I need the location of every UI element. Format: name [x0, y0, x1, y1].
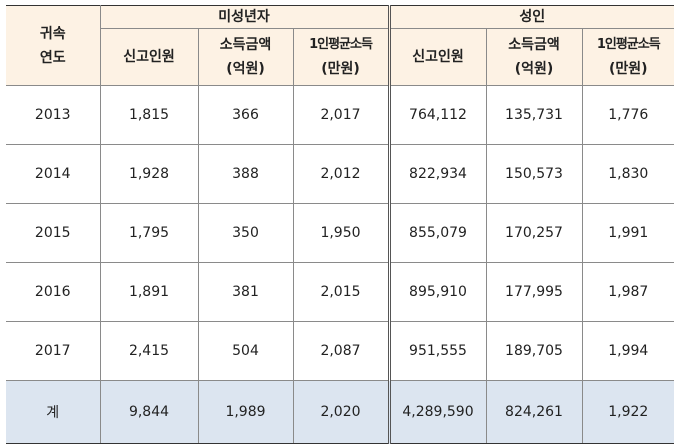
minor-filers-cell: 1,815	[99, 85, 199, 145]
total-adult-avg-cell: 1,922	[581, 380, 675, 444]
table-row: 2016 1,891 381 2,015 895,910 177,995 1,9…	[6, 262, 675, 322]
adult-income-cell: 150,573	[485, 144, 583, 204]
adult-avg-cell: 1,776	[581, 85, 675, 145]
year-cell: 2016	[6, 262, 101, 322]
minor-filers-cell: 2,415	[99, 321, 199, 381]
avg-header-line1: 1인평균소득	[309, 37, 373, 52]
avg-header-line2: (만원)	[608, 61, 648, 77]
adult-filers-cell: 855,079	[387, 203, 487, 263]
minor-filers-header: 신고인원	[99, 28, 199, 86]
adult-income-cell: 177,995	[485, 262, 583, 322]
minor-income-cell: 381	[197, 262, 294, 322]
income-table: 귀속 연도 미성년자 성인 신고인원 소득금액 (억원) 1인평균소득 (만원)…	[6, 5, 675, 444]
adult-avg-cell: 1,994	[581, 321, 675, 381]
adult-filers-cell: 895,910	[387, 262, 487, 322]
minor-income-cell: 504	[197, 321, 294, 381]
table-row: 2013 1,815 366 2,017 764,112 135,731 1,7…	[6, 85, 675, 145]
income-header-line2: (억원)	[514, 61, 554, 77]
minor-filers-cell: 1,795	[99, 203, 199, 263]
adult-avg-header: 1인평균소득 (만원)	[581, 28, 675, 86]
minor-filers-cell: 1,928	[99, 144, 199, 204]
year-cell: 2013	[6, 85, 101, 145]
total-minor-filers-cell: 9,844	[99, 380, 199, 444]
adult-filers-cell: 822,934	[387, 144, 487, 204]
income-header-line1: 소득금액	[508, 37, 560, 53]
avg-header-line1: 1인평균소득	[596, 37, 661, 52]
minor-avg-cell: 2,017	[292, 85, 390, 145]
table-row: 2015 1,795 350 1,950 855,079 170,257 1,9…	[6, 203, 675, 263]
minor-avg-cell: 2,015	[292, 262, 390, 322]
minor-income-cell: 388	[197, 144, 294, 204]
total-minor-avg-cell: 2,020	[292, 380, 390, 444]
total-label-cell: 계	[6, 380, 101, 444]
year-cell: 2017	[6, 321, 101, 381]
year-cell: 2014	[6, 144, 101, 204]
minor-income-header: 소득금액 (억원)	[197, 28, 294, 86]
table-row: 2014 1,928 388 2,012 822,934 150,573 1,8…	[6, 144, 675, 204]
avg-header-line2: (만원)	[321, 61, 360, 77]
adult-group-header: 성인	[387, 5, 675, 29]
year-header-line2: 연도	[39, 49, 66, 66]
minor-filers-cell: 1,891	[99, 262, 199, 322]
income-header-line1: 소득금액	[219, 37, 272, 53]
minor-avg-header: 1인평균소득 (만원)	[292, 28, 390, 86]
minor-income-cell: 350	[197, 203, 294, 263]
total-adult-income-cell: 824,261	[485, 380, 583, 444]
minor-group-header: 미성년자	[99, 5, 390, 29]
adult-filers-cell: 951,555	[387, 321, 487, 381]
minor-income-cell: 366	[197, 85, 294, 145]
adult-income-cell: 189,705	[485, 321, 583, 381]
adult-avg-cell: 1,830	[581, 144, 675, 204]
adult-income-cell: 135,731	[485, 85, 583, 145]
adult-filers-cell: 764,112	[387, 85, 487, 145]
minor-avg-cell: 1,950	[292, 203, 390, 263]
year-column-header: 귀속 연도	[6, 5, 101, 86]
table-row: 2017 2,415 504 2,087 951,555 189,705 1,9…	[6, 321, 675, 381]
adult-avg-cell: 1,991	[581, 203, 675, 263]
adult-income-header: 소득금액 (억원)	[485, 28, 583, 86]
year-cell: 2015	[6, 203, 101, 263]
total-adult-filers-cell: 4,289,590	[387, 380, 487, 444]
total-row: 계 9,844 1,989 2,020 4,289,590 824,261 1,…	[6, 380, 675, 444]
total-minor-income-cell: 1,989	[197, 380, 294, 444]
minor-avg-cell: 2,087	[292, 321, 390, 381]
minor-avg-cell: 2,012	[292, 144, 390, 204]
year-header-line1: 귀속	[39, 25, 66, 42]
adult-filers-header: 신고인원	[387, 28, 487, 86]
adult-avg-cell: 1,987	[581, 262, 675, 322]
adult-income-cell: 170,257	[485, 203, 583, 263]
income-header-line2: (억원)	[226, 61, 265, 77]
